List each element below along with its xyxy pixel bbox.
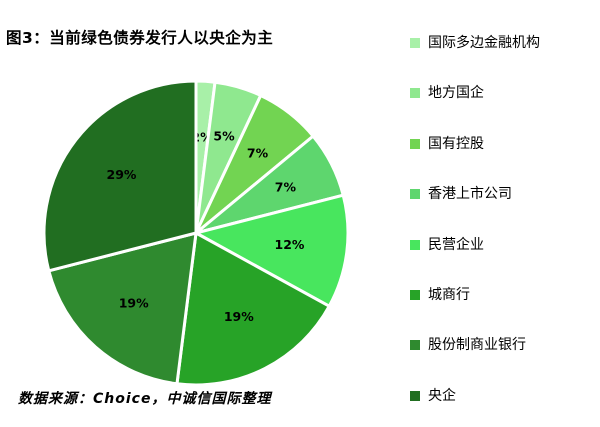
legend-item-3: 国有控股 bbox=[410, 125, 596, 175]
chart-title: 图3：当前绿色债券发行人以央企为主 bbox=[6, 29, 274, 47]
legend-item-1: 国际多边金融机构 bbox=[410, 24, 596, 74]
legend-item-7: 股份制商业银行 bbox=[410, 326, 596, 376]
legend-label: 央企 bbox=[428, 387, 456, 404]
pie-slice-5 bbox=[191, 193, 350, 309]
legend-item-2: 地方国企 bbox=[410, 74, 596, 124]
legend-label: 国有控股 bbox=[428, 135, 484, 152]
legend-label: 国际多边金融机构 bbox=[428, 35, 540, 51]
legend-label: 股份制商业银行 bbox=[428, 337, 526, 354]
pie-slice-6 bbox=[175, 230, 332, 387]
legend-item-6: 城商行 bbox=[410, 276, 596, 326]
slice-label-2: 5% bbox=[213, 129, 235, 144]
slice-label-7: 19% bbox=[119, 296, 149, 311]
legend-label: 民营企业 bbox=[428, 236, 484, 253]
legend-swatch bbox=[410, 239, 420, 250]
slice-label-6: 19% bbox=[224, 309, 254, 324]
slice-label-5: 12% bbox=[275, 237, 305, 252]
legend-item-5: 民营企业 bbox=[410, 226, 596, 276]
pie-slice-8 bbox=[42, 79, 198, 273]
slice-label-3: 7% bbox=[247, 146, 269, 161]
legend-item-4: 香港上市公司 bbox=[410, 175, 596, 225]
legend-item-8: 央企 bbox=[410, 377, 596, 427]
legend-swatch bbox=[410, 340, 420, 351]
legend-swatch bbox=[410, 189, 420, 200]
legend-label: 地方国企 bbox=[428, 85, 484, 102]
legend-swatch bbox=[410, 390, 420, 401]
legend: 国际多边金融机构 地方国企国有控股香港上市公司 民营企业城商行股份制商业银行 央企 bbox=[410, 24, 596, 427]
legend-swatch bbox=[410, 38, 420, 48]
legend-swatch bbox=[410, 289, 420, 300]
legend-label: 香港上市公司 bbox=[428, 186, 512, 203]
source-note: 数据来源：Choice，中诚信国际整理 bbox=[18, 391, 272, 407]
legend-swatch bbox=[410, 88, 420, 99]
legend-label: 城商行 bbox=[428, 286, 470, 303]
legend-swatch bbox=[410, 138, 420, 149]
slice-label-8: 29% bbox=[107, 167, 137, 182]
slice-label-4: 7% bbox=[275, 180, 297, 195]
pie-chart: 2% 5%7%7%12%19%19%29% bbox=[42, 79, 350, 387]
pie-slice-7 bbox=[46, 230, 198, 386]
